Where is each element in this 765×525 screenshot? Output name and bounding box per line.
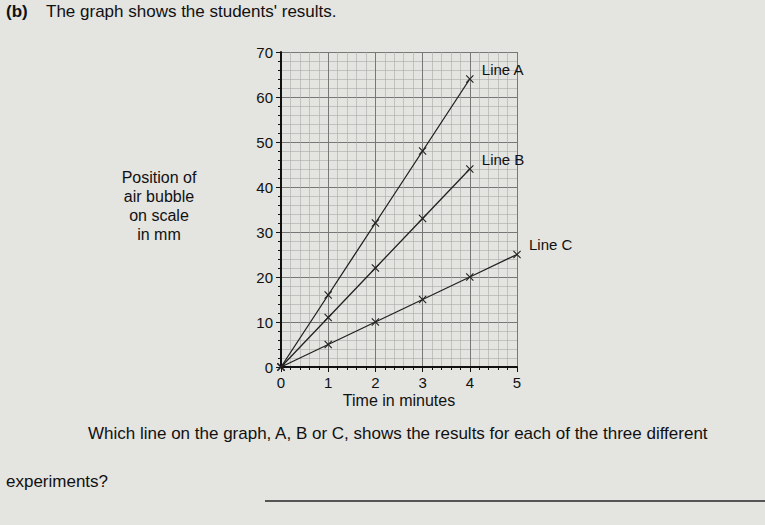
svg-text:10: 10 [256, 314, 273, 331]
svg-text:0: 0 [277, 374, 285, 390]
svg-text:5: 5 [513, 374, 521, 390]
svg-text:4: 4 [466, 374, 474, 390]
html-text:experiments?: experiments? [6, 472, 109, 491]
svg-text:60: 60 [256, 89, 273, 106]
html-text:The graph shows the students': The graph shows the students' results. [46, 2, 337, 21]
html-text:Position of: Position of [121, 169, 197, 186]
svg-text:2: 2 [371, 374, 379, 390]
html-text:(b): (b) [6, 2, 28, 21]
svg-text:50: 50 [256, 134, 273, 151]
html-text:in mm: in mm [137, 226, 181, 243]
svg-text:Line B: Line B [482, 151, 525, 168]
svg-text:70: 70 [256, 44, 273, 61]
svg-text:40: 40 [256, 179, 273, 196]
svg-text:Line A: Line A [482, 61, 524, 78]
svg-text:Line C: Line C [529, 236, 573, 253]
svg-text:0: 0 [265, 359, 273, 376]
html-text:Time in minutes: Time in minutes [342, 392, 456, 409]
svg-text:30: 30 [256, 224, 273, 241]
html-text:on scale: on scale [129, 207, 189, 224]
html-text:Which line on the graph, A, B: Which line on the graph, A, B or C, show… [88, 424, 708, 443]
svg-text:3: 3 [418, 374, 426, 390]
html-text:air bubble: air bubble [123, 188, 195, 205]
svg-text:20: 20 [256, 269, 273, 286]
svg-text:1: 1 [324, 374, 332, 390]
